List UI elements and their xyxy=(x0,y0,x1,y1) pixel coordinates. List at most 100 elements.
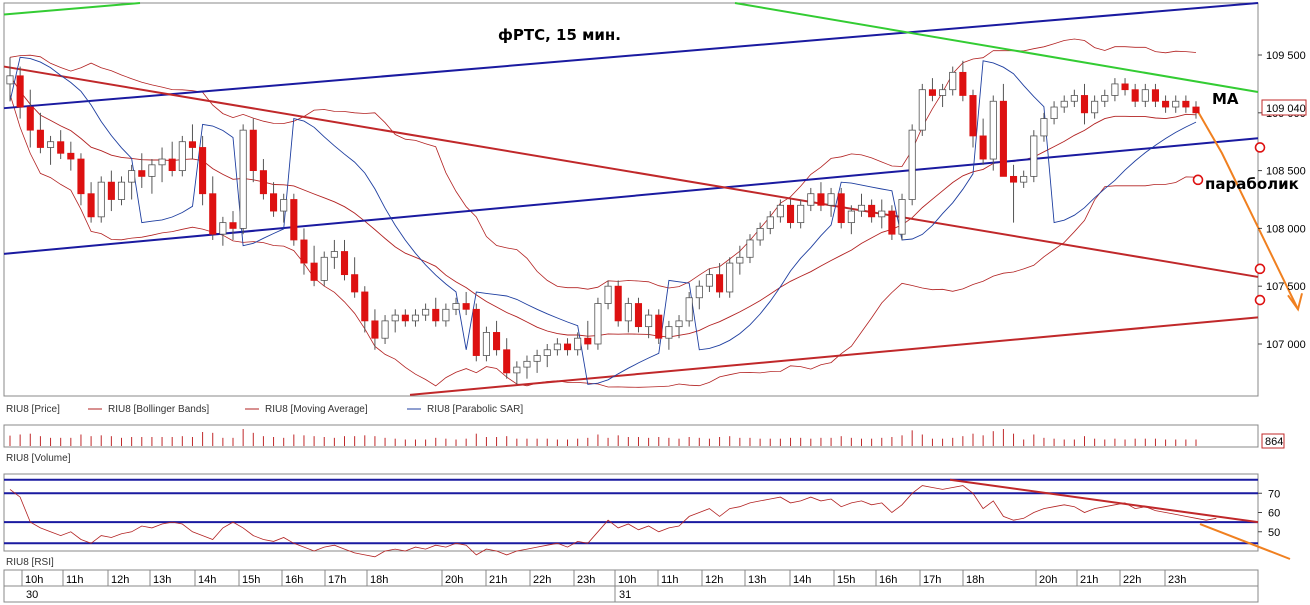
price-tick-label: 109 500 xyxy=(1266,50,1306,62)
marker-circle xyxy=(1254,142,1266,153)
time-label-hour: 12h xyxy=(111,574,129,586)
marker-circle xyxy=(1254,263,1266,275)
candle-body xyxy=(746,239,754,258)
time-label-hour: 16h xyxy=(285,574,303,586)
upper-channel-line xyxy=(3,2,1259,110)
candle-body xyxy=(939,89,947,96)
parabolic-sar-path xyxy=(9,56,1197,385)
candle-body xyxy=(199,147,207,195)
candle-body xyxy=(432,308,440,322)
legend: RIU8 [Price] RIU8 [Bollinger Bands] RIU8 [… xyxy=(6,404,523,415)
time-label-hour: 16h xyxy=(879,574,897,586)
legend-entry: RIU8 [Price] xyxy=(6,404,60,415)
rsi-trend-line xyxy=(949,478,1259,524)
candle-body xyxy=(786,204,795,224)
candle-body xyxy=(259,170,267,195)
legend-entry: RIU8 [Moving Average] xyxy=(265,404,368,415)
candle-body xyxy=(817,193,825,206)
candle-body xyxy=(888,210,896,235)
price-panel-frame xyxy=(3,2,1259,397)
rsi-tick-label: 50 xyxy=(1268,527,1280,539)
time-label-hour: 14h xyxy=(793,574,811,586)
volume-panel-frame xyxy=(3,424,1259,448)
candle-body xyxy=(989,100,997,160)
candle-body xyxy=(847,210,855,224)
rsi-panel-frame xyxy=(3,473,1259,552)
candle-body xyxy=(1040,118,1048,137)
candle-body xyxy=(36,129,44,148)
time-label-hour: 22h xyxy=(533,574,551,586)
candle-body xyxy=(158,158,166,166)
candle-body xyxy=(270,193,278,212)
candle-body xyxy=(827,193,835,206)
time-label-hour: 10h xyxy=(618,574,636,586)
candles xyxy=(6,57,1200,385)
candle-body xyxy=(1091,100,1099,114)
green-trend-line-left xyxy=(3,2,141,16)
candle-body xyxy=(340,251,349,276)
time-axis: 10h 11h 12h 13h 14h 15h 16h 17h 18h 20h 21h 22h 23h 1… xyxy=(21,570,1186,602)
support-line xyxy=(409,316,1259,396)
candle-body xyxy=(87,193,95,218)
candle-body xyxy=(1141,89,1149,102)
time-label-hour: 17h xyxy=(923,574,941,586)
candle-body xyxy=(563,343,572,351)
date-label: 30 xyxy=(26,589,38,601)
candle-body xyxy=(837,193,845,224)
candle-body xyxy=(1162,100,1170,108)
candle-body xyxy=(898,199,906,235)
time-label-hour: 20h xyxy=(445,574,463,586)
candle-body xyxy=(168,158,176,172)
rsi-panel: 50 60 70 xyxy=(4,478,1291,560)
candle-body xyxy=(969,95,977,137)
candle-body xyxy=(503,349,511,374)
candle-body xyxy=(604,285,612,304)
candle-body xyxy=(543,349,551,356)
candle-body xyxy=(868,204,876,218)
last-price-label: 109 040 xyxy=(1266,103,1306,115)
candle-body xyxy=(736,256,744,264)
candle-body xyxy=(1182,100,1190,108)
time-label-hour: 18h xyxy=(966,574,984,586)
last-volume-box xyxy=(1261,433,1285,449)
time-label-hour: 13h xyxy=(748,574,766,586)
bollinger-lower-line xyxy=(9,94,1197,388)
candle-body xyxy=(685,297,693,322)
candle-body xyxy=(705,274,713,287)
candle-body xyxy=(482,332,490,356)
candle-body xyxy=(361,291,369,322)
candle-body xyxy=(908,129,916,200)
time-label-hour: 21h xyxy=(1080,574,1098,586)
time-label-hour: 14h xyxy=(198,574,216,586)
candle-body xyxy=(1009,175,1018,183)
rsi-forecast-line xyxy=(1199,523,1291,560)
candle-body xyxy=(6,75,14,85)
candle-body xyxy=(655,314,663,339)
time-label-hour: 15h xyxy=(837,574,855,586)
candle-body xyxy=(371,320,379,339)
candle-body xyxy=(584,337,592,345)
parabolic-sar-line xyxy=(9,56,1197,385)
green-trend-line-right xyxy=(734,2,1259,93)
candle-body xyxy=(756,227,764,241)
time-label-hour: 10h xyxy=(25,574,43,586)
candle-body xyxy=(624,303,632,322)
candle-body xyxy=(1020,175,1028,183)
candle-body xyxy=(422,308,430,316)
time-label-hour: 15h xyxy=(242,574,260,586)
chart-title: фРТС, 15 мин. xyxy=(498,26,621,44)
candle-body xyxy=(797,204,805,224)
forecast-arrow xyxy=(1195,107,1299,310)
time-label-hour: 20h xyxy=(1039,574,1057,586)
candle-body xyxy=(878,210,886,218)
time-label-hour: 17h xyxy=(328,574,346,586)
candle-body xyxy=(614,285,622,322)
rsi-panel-label: RIU8 [RSI] xyxy=(6,557,54,568)
candle-body xyxy=(1050,106,1058,119)
candle-body xyxy=(999,100,1007,177)
rsi-tick-label: 60 xyxy=(1268,508,1280,520)
candle-body xyxy=(472,308,480,356)
candle-body xyxy=(1111,83,1119,96)
candle-body xyxy=(57,141,65,154)
